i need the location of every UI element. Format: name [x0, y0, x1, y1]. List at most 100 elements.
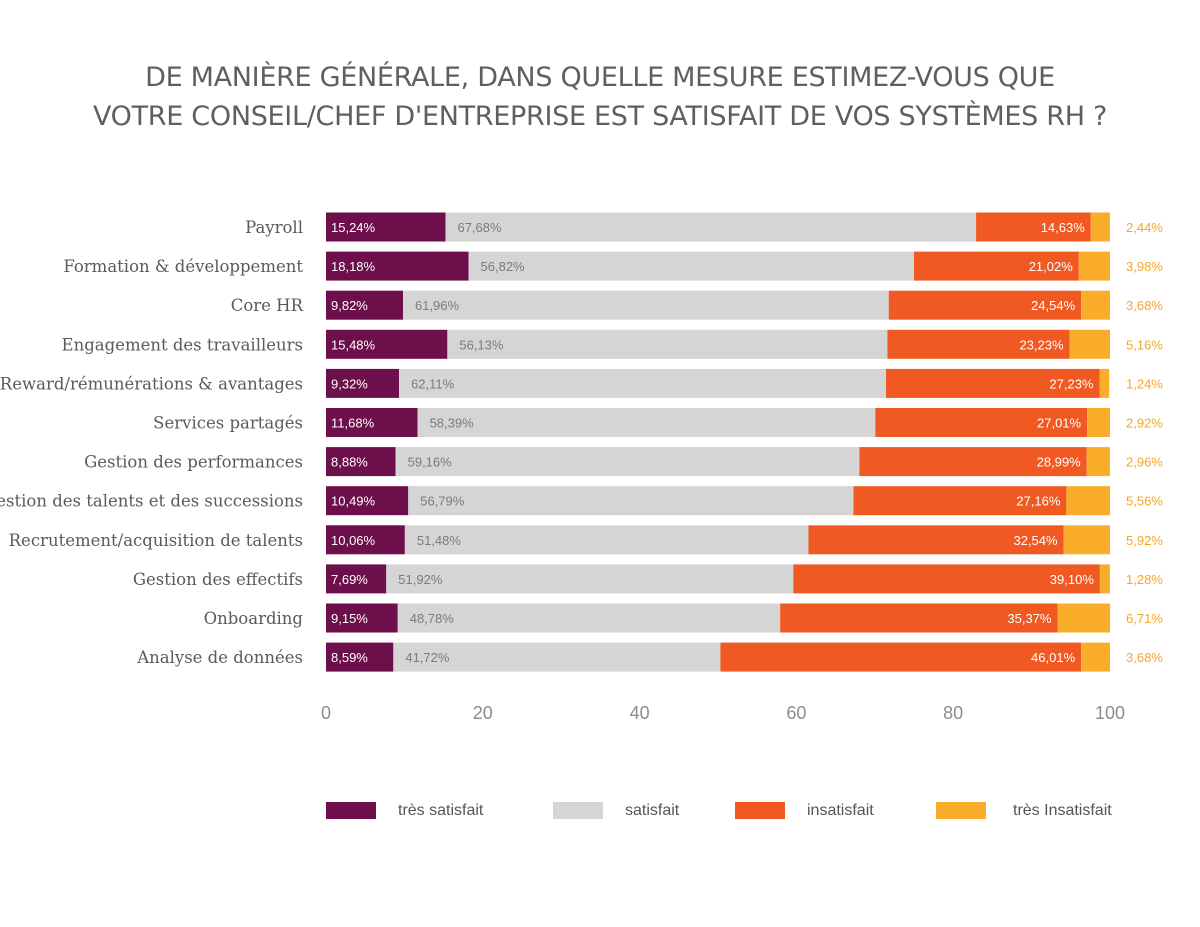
bar-segment — [780, 603, 1058, 633]
bar-segment — [445, 212, 977, 242]
bar-segment — [326, 212, 446, 242]
bar-segment — [886, 368, 1100, 398]
bar-segment — [402, 290, 889, 320]
bar-segment — [326, 486, 409, 516]
chart-title: DE MANIÈRE GÉNÉRALE, DANS QUELLE MESURE … — [0, 58, 1200, 136]
bar-segment — [408, 486, 854, 516]
category-label: Gestion des performances — [84, 453, 303, 472]
data-label: 9,82% — [331, 298, 368, 313]
data-label: 10,06% — [331, 533, 376, 548]
bar-segment — [1086, 447, 1110, 477]
data-label: 5,92% — [1126, 533, 1163, 548]
bar-segment — [326, 408, 418, 437]
data-label: 46,01% — [1031, 650, 1076, 665]
bar-segment — [468, 251, 914, 281]
data-label: 3,68% — [1126, 650, 1163, 665]
category-label: Formation & développement — [63, 257, 303, 276]
data-label: 8,88% — [331, 455, 368, 470]
category-label: Reward/rémunérations & avantages — [0, 374, 303, 393]
data-label: 1,24% — [1126, 376, 1163, 391]
bar-segment — [326, 525, 405, 555]
bar-segment — [417, 408, 876, 437]
data-label: 15,48% — [331, 337, 376, 352]
bar-segment — [914, 251, 1079, 281]
data-label: 51,48% — [417, 533, 462, 548]
bar-segment — [326, 290, 403, 320]
data-label: 27,01% — [1037, 416, 1082, 431]
data-label: 27,16% — [1016, 494, 1061, 509]
data-label: 7,69% — [331, 572, 368, 587]
data-label: 11,68% — [331, 416, 375, 431]
category-label: Core HR — [231, 296, 304, 315]
category-label: Engagement des travailleurs — [62, 335, 303, 354]
bar-segment — [1099, 368, 1110, 398]
chart-title-line-2: VOTRE CONSEIL/CHEF D'ENTREPRISE EST SATI… — [92, 101, 1108, 132]
bar-segment — [859, 447, 1087, 477]
data-label: 23,23% — [1019, 337, 1064, 352]
category-label: Analyse de données — [136, 648, 303, 667]
bar-segment — [976, 212, 1091, 242]
data-label: 48,78% — [410, 611, 455, 626]
chart-title-line-1: DE MANIÈRE GÉNÉRALE, DANS QUELLE MESURE … — [145, 62, 1055, 93]
legend: très satisfait satisfait insatisfait très I… — [326, 802, 1112, 819]
bar-segment — [1057, 603, 1111, 633]
data-label: 9,32% — [331, 376, 368, 391]
legend-label: très satisfait — [398, 802, 484, 819]
legend-label: très Insatisfait — [1013, 802, 1112, 819]
category-label: Payroll — [245, 218, 303, 237]
data-label: 56,82% — [481, 259, 526, 274]
data-label: 18,18% — [331, 259, 376, 274]
data-label: 41,72% — [405, 650, 450, 665]
x-tick-label: 100 — [1095, 703, 1125, 723]
data-label: 14,63% — [1041, 220, 1086, 235]
bar-segment — [393, 642, 721, 672]
bar-segment — [326, 642, 394, 672]
bar-segment — [399, 368, 887, 398]
bar-segment — [1066, 486, 1110, 516]
bar-segment — [1078, 251, 1110, 281]
bar-segment — [326, 447, 396, 477]
legend-label: insatisfait — [807, 802, 874, 819]
data-label: 62,11% — [411, 376, 455, 391]
bar-segment — [720, 642, 1082, 672]
x-tick-label: 20 — [473, 703, 493, 723]
category-label: Services partagés — [153, 414, 303, 433]
data-label: 3,98% — [1126, 259, 1163, 274]
bar-segment — [326, 251, 469, 281]
data-label: 56,13% — [459, 337, 504, 352]
bar-segment — [395, 447, 860, 477]
data-label: 51,92% — [398, 572, 443, 587]
data-label: 2,92% — [1126, 416, 1163, 431]
bar-segment — [447, 329, 888, 359]
data-label: 61,96% — [415, 298, 460, 313]
legend-swatch — [735, 802, 785, 819]
bar-segment — [1090, 212, 1110, 242]
bar-segment — [326, 368, 400, 398]
bar-segment — [793, 564, 1100, 594]
category-label: Recrutement/acquisition de talents — [9, 531, 303, 550]
x-axis: 0 20 40 60 80 100 — [321, 703, 1125, 723]
data-label: 8,59% — [331, 650, 368, 665]
legend-label: satisfait — [625, 802, 680, 819]
legend-swatch — [326, 802, 376, 819]
category-label: Gestion des effectifs — [133, 570, 303, 589]
legend-swatch — [936, 802, 986, 819]
bar-segment — [326, 564, 387, 594]
category-label: Onboarding — [204, 609, 304, 628]
data-label: 3,68% — [1126, 298, 1163, 313]
data-label: 59,16% — [408, 455, 453, 470]
x-tick-label: 80 — [943, 703, 963, 723]
bar-segment — [326, 329, 448, 359]
data-label: 6,71% — [1126, 611, 1163, 626]
data-label: 10,49% — [331, 494, 376, 509]
bar-segment — [1081, 290, 1110, 320]
data-label: 24,54% — [1031, 298, 1076, 313]
data-label: 32,54% — [1013, 533, 1058, 548]
bars-layer: Payroll 15,24% 67,68% 14,63% 2,44% Formation … — [0, 212, 1163, 672]
data-label: 27,23% — [1049, 376, 1094, 391]
bar-segment — [1099, 564, 1110, 594]
bar-segment — [853, 486, 1067, 516]
data-label: 35,37% — [1007, 611, 1052, 626]
x-tick-label: 40 — [630, 703, 650, 723]
data-label: 67,68% — [457, 220, 502, 235]
